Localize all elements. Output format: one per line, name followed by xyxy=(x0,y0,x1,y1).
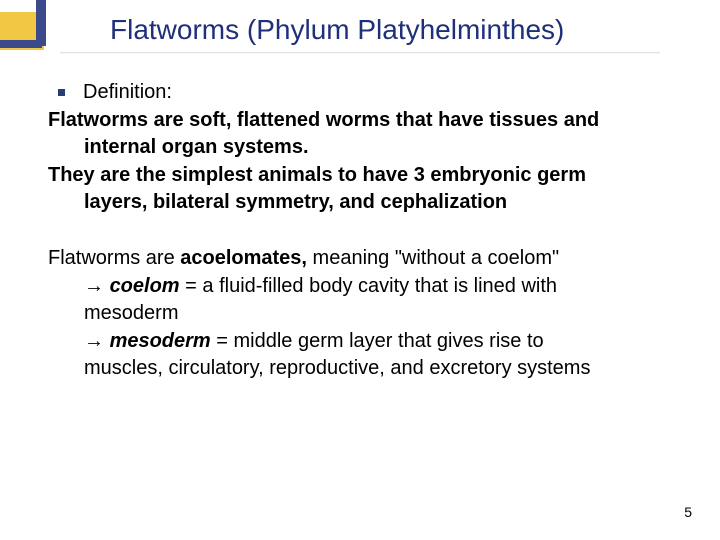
definition-line-2: internal organ systems. xyxy=(48,135,680,161)
coelom-line-1: → coelom = a fluid-filled body cavity th… xyxy=(48,274,680,300)
acoelomates-bold: acoelomates, xyxy=(180,247,307,269)
definition-line-3: They are the simplest animals to have 3 … xyxy=(48,163,680,189)
bullet-definition-row: Definition: xyxy=(48,80,680,106)
arrow-icon: → xyxy=(84,330,104,352)
coelom-term: coelom xyxy=(110,275,180,297)
slide-title: Flatworms (Phylum Platyhelminthes) xyxy=(110,14,564,46)
coelom-line-2: mesoderm xyxy=(48,301,680,327)
acoelomates-pre: Flatworms are xyxy=(48,247,180,269)
title-underline-shadow xyxy=(60,52,660,54)
acoelomates-line: Flatworms are acoelomates, meaning "with… xyxy=(48,246,680,272)
corner-accent xyxy=(0,0,60,50)
acoelomates-post: meaning "without a coelom" xyxy=(307,247,559,269)
arrow-icon: → xyxy=(84,275,104,297)
page-number: 5 xyxy=(684,504,692,520)
accent-blue-horizontal xyxy=(0,40,42,48)
mesoderm-line-2: muscles, circulatory, reproductive, and … xyxy=(48,356,680,382)
slide-body: Definition: Flatworms are soft, flattene… xyxy=(48,80,680,384)
definition-line-4: layers, bilateral symmetry, and cephaliz… xyxy=(48,190,680,216)
mesoderm-term: mesoderm xyxy=(110,330,211,352)
bullet-definition-label: Definition: xyxy=(83,80,172,106)
bullet-square-icon xyxy=(58,89,65,96)
spacer xyxy=(48,218,680,246)
mesoderm-def-a: = middle germ layer that gives rise to xyxy=(211,330,544,352)
mesoderm-line-1: → mesoderm = middle germ layer that give… xyxy=(48,329,680,355)
definition-line-1: Flatworms are soft, flattened worms that… xyxy=(48,108,680,134)
coelom-def-a: = a fluid-filled body cavity that is lin… xyxy=(180,275,557,297)
